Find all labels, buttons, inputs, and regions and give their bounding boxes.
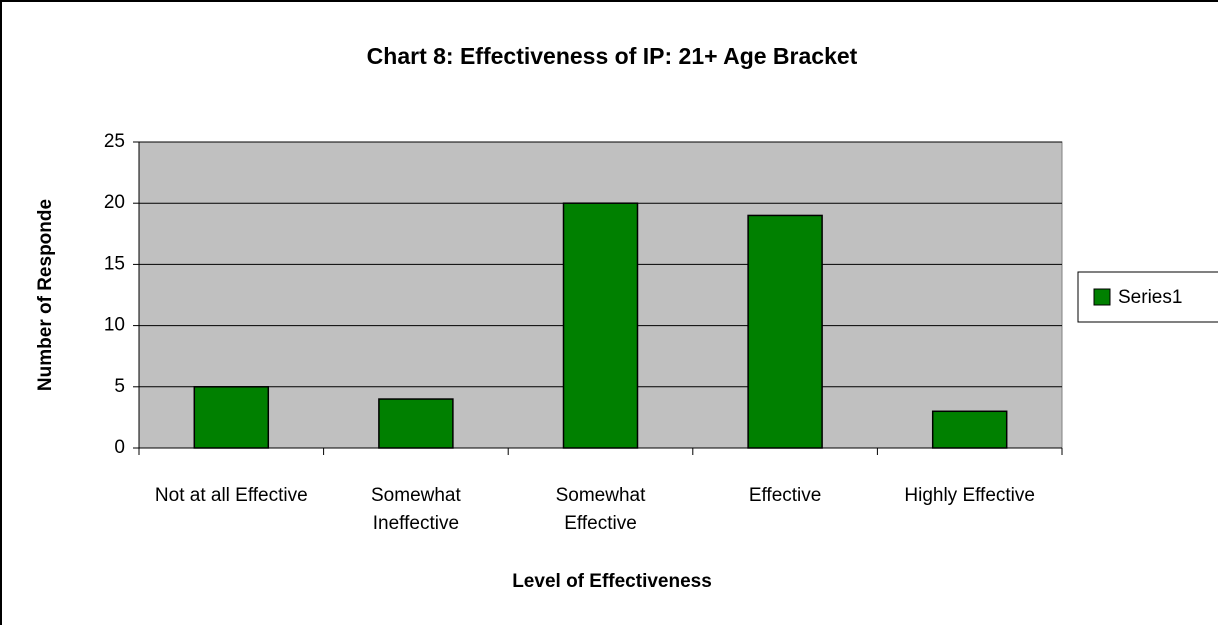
y-tick-label: 5 [114, 376, 125, 397]
bar [193, 386, 270, 449]
x-tick-label: Highly Effective [904, 485, 1035, 506]
y-tick-label: 15 [104, 253, 125, 274]
y-tick-label: 10 [104, 315, 125, 336]
y-tick-label: 25 [104, 131, 125, 152]
legend-label: Series1 [1118, 287, 1182, 308]
bar [378, 398, 454, 449]
legend-swatch [1093, 288, 1111, 306]
x-tick-label: Somewhat Ineffective [371, 485, 461, 534]
y-tick-label: 20 [104, 192, 125, 213]
y-axis-label: Number of Responde [35, 199, 56, 391]
chart-title: Chart 8: Effectiveness of IP: 21+ Age Br… [367, 43, 858, 69]
bar [931, 410, 1008, 449]
bar [747, 214, 823, 449]
x-tick-label: Somewhat Effective [555, 485, 646, 534]
x-tick-label: Not at all Effective [154, 485, 308, 506]
x-tick-label: Effective [748, 485, 822, 506]
bar [562, 202, 639, 449]
y-tick-label: 0 [114, 437, 125, 458]
x-axis-label: Level of Effectiveness [512, 571, 712, 592]
